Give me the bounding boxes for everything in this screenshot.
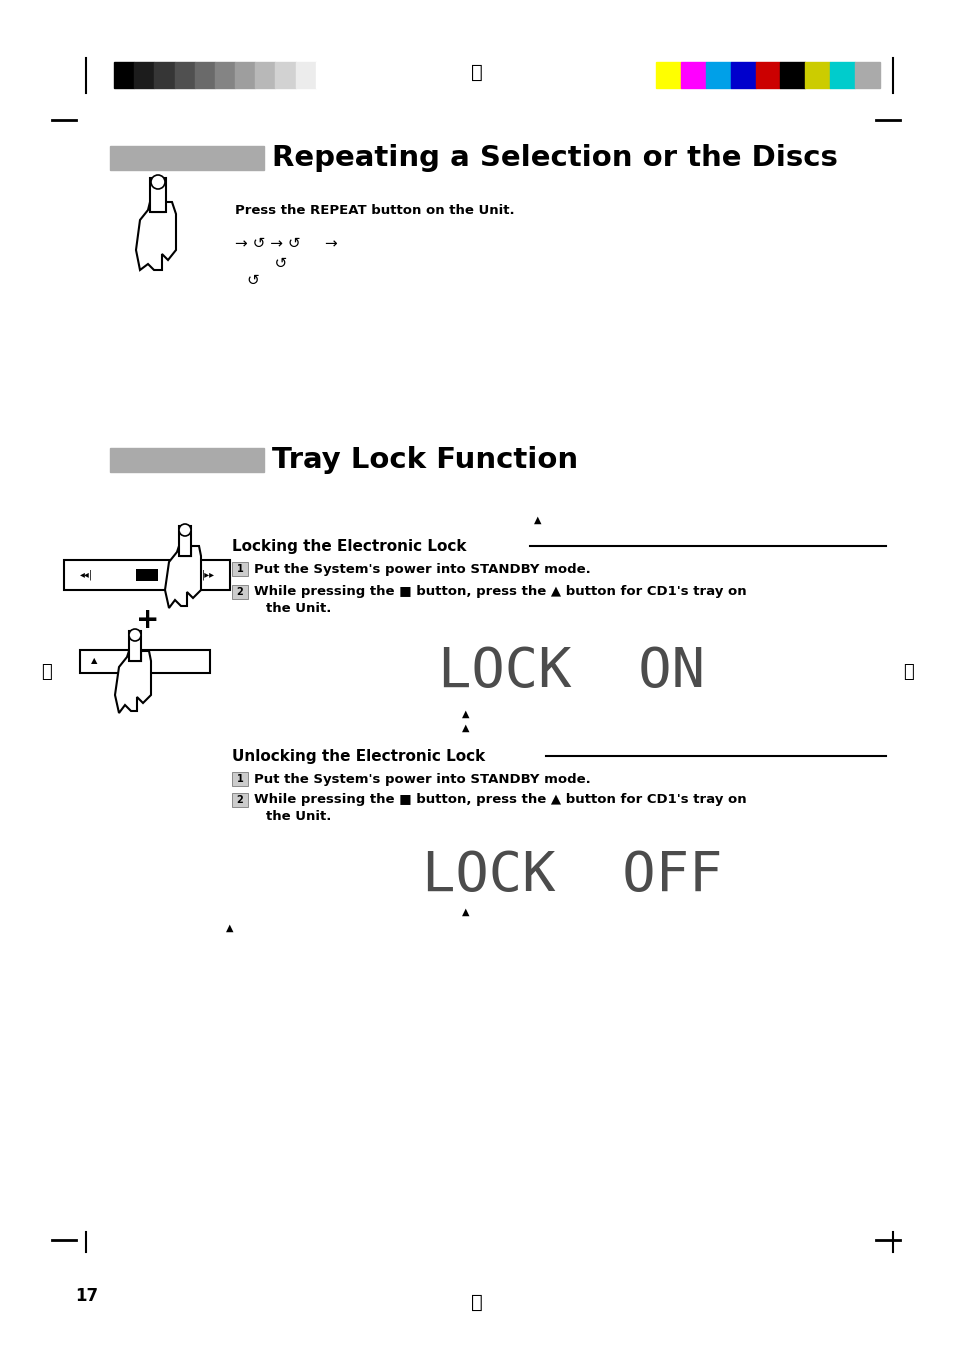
Bar xyxy=(255,62,275,88)
Polygon shape xyxy=(150,178,166,212)
Bar xyxy=(154,62,174,88)
Bar xyxy=(232,562,248,576)
Text: ⌖: ⌖ xyxy=(471,1293,482,1311)
Text: |▸▸: |▸▸ xyxy=(201,569,214,580)
Bar xyxy=(829,62,854,88)
Bar xyxy=(854,62,879,88)
Text: ◂◂|: ◂◂| xyxy=(79,569,92,580)
Bar xyxy=(136,569,158,581)
Text: Repeating a Selection or the Discs: Repeating a Selection or the Discs xyxy=(272,145,837,172)
Text: ⌖: ⌖ xyxy=(42,662,52,681)
Bar xyxy=(804,62,829,88)
Text: ⌖: ⌖ xyxy=(902,662,913,681)
Text: Put the System's power into STANDBY mode.: Put the System's power into STANDBY mode… xyxy=(253,562,590,576)
Text: ▲: ▲ xyxy=(534,515,541,525)
Text: ⌖: ⌖ xyxy=(471,62,482,81)
Text: 2: 2 xyxy=(236,795,243,804)
Bar xyxy=(232,772,248,786)
Text: While pressing the ■ button, press the ▲ button for CD1's tray on: While pressing the ■ button, press the ▲… xyxy=(253,794,746,807)
Text: ▲: ▲ xyxy=(462,723,469,733)
Text: ▲: ▲ xyxy=(91,657,97,665)
Text: ↺: ↺ xyxy=(254,256,287,270)
Bar xyxy=(80,650,210,673)
Bar xyxy=(113,62,134,88)
Text: Unlocking the Electronic Lock: Unlocking the Electronic Lock xyxy=(232,749,485,764)
Polygon shape xyxy=(129,631,141,661)
Polygon shape xyxy=(179,526,191,556)
Text: 1: 1 xyxy=(236,564,243,575)
Bar xyxy=(656,62,680,88)
Text: Put the System's power into STANDBY mode.: Put the System's power into STANDBY mode… xyxy=(253,772,590,786)
Bar xyxy=(680,62,705,88)
Text: Tray Lock Function: Tray Lock Function xyxy=(272,446,578,475)
Bar xyxy=(780,62,804,88)
Bar xyxy=(134,62,154,88)
Text: CD1: CD1 xyxy=(129,656,151,667)
Text: LOCK  OFF: LOCK OFF xyxy=(421,849,721,903)
Text: ▲: ▲ xyxy=(226,923,233,933)
Text: 1: 1 xyxy=(236,773,243,784)
Bar xyxy=(194,62,214,88)
Bar xyxy=(110,146,264,170)
Bar xyxy=(315,62,335,88)
Text: +: + xyxy=(136,606,159,634)
Bar xyxy=(730,62,755,88)
Bar xyxy=(295,62,315,88)
Circle shape xyxy=(151,174,165,189)
Polygon shape xyxy=(136,201,175,270)
Bar xyxy=(234,62,255,88)
Text: ▲: ▲ xyxy=(462,907,469,917)
Bar xyxy=(755,62,780,88)
Polygon shape xyxy=(115,652,151,713)
Text: the Unit.: the Unit. xyxy=(266,810,331,822)
Bar xyxy=(110,448,264,472)
Polygon shape xyxy=(165,546,201,608)
Text: 2: 2 xyxy=(236,587,243,598)
Text: 17: 17 xyxy=(75,1287,98,1305)
Bar xyxy=(214,62,234,88)
Text: While pressing the ■ button, press the ▲ button for CD1's tray on: While pressing the ■ button, press the ▲… xyxy=(253,585,746,599)
Circle shape xyxy=(129,629,141,641)
Bar xyxy=(232,585,248,599)
Text: the Unit.: the Unit. xyxy=(266,602,331,615)
Bar xyxy=(275,62,295,88)
Text: LOCK  ON: LOCK ON xyxy=(438,645,705,699)
Text: ↺: ↺ xyxy=(246,273,258,288)
Bar xyxy=(705,62,730,88)
Text: Locking the Electronic Lock: Locking the Electronic Lock xyxy=(232,538,466,553)
Text: Press the REPEAT button on the Unit.: Press the REPEAT button on the Unit. xyxy=(234,204,514,218)
Text: → ↺ → ↺     →: → ↺ → ↺ → xyxy=(234,237,337,251)
Bar xyxy=(232,794,248,807)
Bar xyxy=(64,560,230,589)
Circle shape xyxy=(179,525,191,535)
Bar xyxy=(174,62,194,88)
Text: ▲: ▲ xyxy=(462,708,469,719)
